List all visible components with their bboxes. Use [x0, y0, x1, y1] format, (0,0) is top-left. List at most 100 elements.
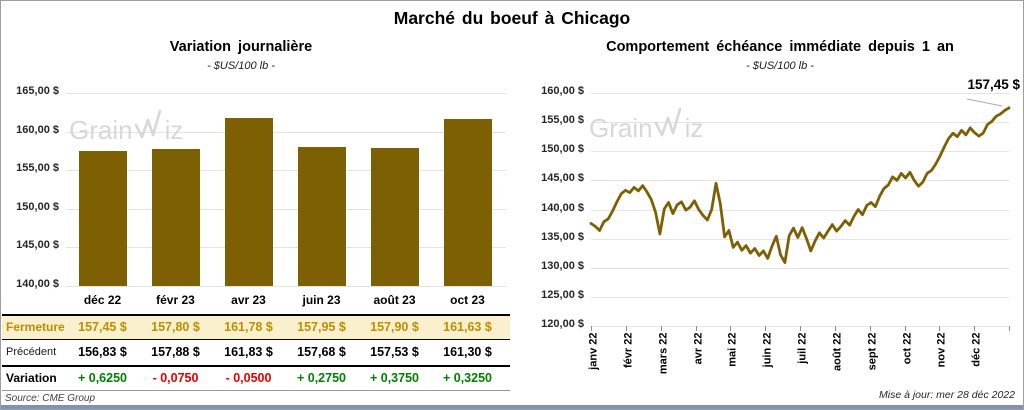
line-x-labels: janv 22 févr 22 mars 22 avr 22 mai 22 juin 22…	[587, 326, 1009, 398]
bar-oct 23	[443, 119, 492, 286]
line-gridline	[591, 122, 1009, 124]
bar-gridline	[66, 286, 506, 287]
table-cell: 157,88 $	[151, 345, 200, 359]
line-ytick-label: 125,00 $	[541, 288, 584, 301]
line-ytick-label: 140,00 $	[541, 201, 584, 214]
bar-chart-subtitle: - $US/100 lb -	[207, 60, 275, 72]
table-cell: 157,53 $	[370, 345, 419, 359]
line-chart-title: Comportement échéance immédiate depuis 1…	[606, 39, 954, 55]
line-gridline	[591, 93, 1009, 94]
x-axis-tick	[939, 326, 941, 331]
x-axis-tick	[904, 326, 906, 331]
bar-juin 23	[297, 147, 346, 286]
line-x-label: mai 22	[726, 332, 739, 367]
bar-gridline	[66, 170, 506, 172]
table-cell: 157,95 $	[297, 320, 346, 334]
bar-gridline	[66, 247, 506, 249]
line-x-label: janv 22	[587, 332, 600, 370]
table-cell: 161,78 $	[224, 320, 273, 334]
table-cell: 156,83 $	[78, 345, 127, 359]
x-axis-tick	[730, 326, 732, 331]
row-label: Fermeture	[6, 320, 65, 334]
bar-chart-title: Variation journalière	[169, 39, 313, 55]
table-cell: 157,68 $	[297, 345, 346, 359]
table-cell: + 0,3750	[369, 371, 419, 385]
last-price-annotation: 157,45 $	[967, 77, 1020, 92]
zigzag-w-icon	[653, 107, 685, 144]
table-row-fermeture: Fermeture 157,45 $ 157,80 $ 161,78 $ 157,95 …	[2, 314, 510, 340]
zigzag-w-icon	[133, 109, 165, 146]
table-cell: 157,45 $	[78, 320, 127, 334]
line-x-label: déc 22	[970, 332, 983, 367]
table-cell: 161,63 $	[443, 320, 492, 334]
line-ytick-label: 120,00 $	[541, 318, 584, 330]
line-ytick-label: 150,00 $	[541, 143, 584, 156]
x-axis-tick	[869, 326, 871, 331]
source-note: Source: CME Group	[5, 393, 96, 404]
price-line	[589, 106, 1011, 264]
bar-ytick-label: 150,00 $	[16, 200, 59, 213]
line-x-label: août 22	[831, 332, 844, 372]
table-row-precedent: Précédent 156,83 $ 157,88 $ 161,83 $ 157,68 …	[2, 340, 510, 367]
table-cell: 161,30 $	[443, 345, 492, 359]
line-gridline	[591, 151, 1009, 153]
x-axis-tick	[660, 326, 662, 331]
bar-x-label: févr 23	[156, 293, 195, 307]
x-axis-tick	[695, 326, 697, 331]
bar-ytick-label: 160,00 $	[16, 123, 59, 136]
table-cell: 157,80 $	[151, 320, 200, 334]
table-cell: + 0,3250	[442, 371, 492, 385]
table-cell: - 0,0750	[152, 371, 199, 385]
bar-ytick-label: 165,00 $	[16, 85, 59, 97]
x-axis-tick	[800, 326, 801, 331]
line-ytick-label: 135,00 $	[541, 230, 584, 243]
grainwiz-watermark: Grain iz	[589, 107, 703, 144]
table-cell: + 0,2750	[296, 371, 346, 385]
grainwiz-watermark: Grain iz	[69, 109, 183, 146]
bar-x-label: juin 23	[302, 293, 341, 307]
watermark-text: iz	[164, 115, 184, 145]
table-cell: + 0,6250	[77, 371, 127, 385]
bar-févr 23	[151, 148, 200, 286]
x-axis-tick	[1009, 326, 1010, 331]
price-line-svg	[589, 98, 1011, 264]
bar-gridline	[66, 93, 506, 94]
x-axis-tick	[974, 326, 976, 331]
bar-avr 23	[224, 117, 273, 286]
bar-gridline	[66, 131, 506, 133]
x-axis-tick	[834, 326, 836, 331]
updated-note: Mise à jour: mer 28 déc 2022	[879, 389, 1015, 401]
bar-déc 22	[78, 151, 127, 286]
watermark-text: Grain	[589, 113, 653, 143]
line-x-label: juil 22	[796, 332, 809, 364]
line-gridline	[591, 180, 1009, 182]
bar-ytick-label: 155,00 $	[16, 162, 59, 175]
row-label: Variation	[6, 371, 57, 385]
bar-août 23	[370, 147, 419, 286]
line-x-label: nov 22	[935, 332, 948, 368]
table-cell: - 0,0500	[225, 371, 272, 385]
line-ytick-label: 145,00 $	[541, 172, 584, 185]
page-title: Marché du boeuf à Chicago	[393, 8, 631, 28]
bar-x-label: août 23	[373, 293, 416, 307]
table-cell: 161,83 $	[224, 345, 273, 359]
bar-x-labels: déc 22 févr 23 avr 23 juin 23 août 23 oct 23	[66, 293, 506, 313]
bar-ytick-label: 145,00 $	[16, 239, 59, 252]
row-label: Précédent	[6, 346, 57, 358]
line-x-label: févr 22	[622, 332, 635, 368]
line-x-label: mars 22	[657, 332, 670, 375]
table-cell: 157,90 $	[370, 320, 419, 334]
x-axis-tick	[591, 326, 592, 331]
bar-x-label: avr 23	[231, 293, 266, 307]
bar-x-label: oct 23	[450, 293, 485, 307]
line-chart-subtitle: - $US/100 lb -	[746, 60, 814, 72]
line-x-label: oct 22	[901, 332, 913, 365]
price-table: Fermeture 157,45 $ 157,80 $ 161,78 $ 157,95 …	[2, 314, 510, 391]
line-plot: 160,00 $ 155,00 $ 150,00 $ 145,00 $ 140,00 $…	[541, 85, 1011, 331]
line-ytick-label: 160,00 $	[541, 85, 584, 97]
x-axis-tick	[625, 326, 627, 331]
bottom-strip	[1, 405, 1023, 409]
bar-ytick-label: 140,00 $	[16, 278, 59, 290]
annotation-leader-line	[966, 98, 1003, 107]
